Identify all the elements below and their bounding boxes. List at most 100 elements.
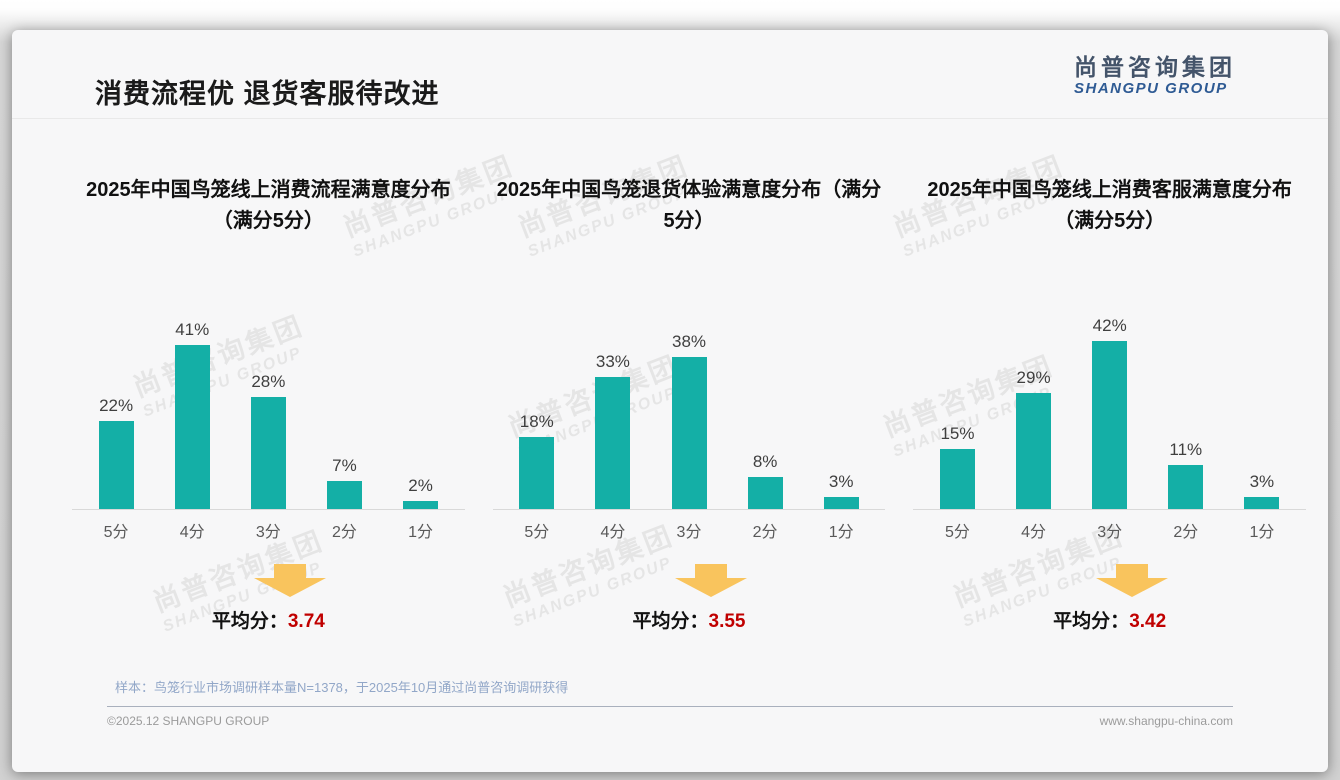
average-row: 平均分：3.42 xyxy=(899,606,1320,633)
bar xyxy=(823,497,859,509)
bar-value-label: 3% xyxy=(1249,472,1275,491)
bar-cell: 11% xyxy=(1154,440,1218,509)
bar-value-label: 18% xyxy=(519,412,554,431)
bar-value-label: 42% xyxy=(1092,316,1127,335)
bar-plot: 22% 41% 28% 7% 2% xyxy=(72,279,465,510)
bar-value-label: 28% xyxy=(251,372,286,391)
bar-cell: 29% xyxy=(1002,368,1066,509)
bar-cell: 7% xyxy=(312,456,376,509)
bar xyxy=(1016,393,1052,509)
bar xyxy=(1092,341,1128,509)
copyright-text: ©2025.12 SHANGPU GROUP xyxy=(107,714,270,728)
category-label: 3分 xyxy=(255,524,281,541)
bar xyxy=(671,357,707,509)
category-label: 2分 xyxy=(1173,524,1199,541)
chart-column-service-satisfaction: 2025年中国鸟笼线上消费客服满意度分布（满分5分） 15% 29% 42% 11% 3… xyxy=(899,175,1320,633)
bar-cell: 38% xyxy=(657,332,721,509)
bar xyxy=(98,421,134,509)
category-label: 1分 xyxy=(408,524,433,541)
chart-title: 2025年中国鸟笼线上消费客服满意度分布（满分5分） xyxy=(927,179,1292,232)
category-label: 4分 xyxy=(1021,524,1047,541)
slide-card: 尚普咨询集团 SHANGPU GROUP 尚普咨询集团 SHANGPU GROUP … xyxy=(12,30,1328,772)
footnote-zone: 样本：鸟笼行业市场调研样本量N=1378，于2025年10月通过尚普咨询调研获得 xyxy=(107,677,1233,707)
bar xyxy=(403,501,439,509)
average-label: 平均分： xyxy=(211,611,288,632)
category-label: 1分 xyxy=(1249,524,1275,541)
bar-cell: 18% xyxy=(505,412,569,509)
bar xyxy=(1168,465,1204,509)
bar xyxy=(174,345,210,509)
bar-value-label: 15% xyxy=(940,424,975,443)
footer-bar: ©2025.12 SHANGPU GROUP www.shangpu-china… xyxy=(107,714,1233,728)
bar-cell: 2% xyxy=(389,476,453,509)
bar-value-label: 8% xyxy=(752,452,778,471)
charts-row: 2025年中国鸟笼线上消费流程满意度分布（满分5分） 22% 41% 28% 7% 2%… xyxy=(12,119,1328,633)
website-url: www.shangpu-china.com xyxy=(1099,714,1233,728)
bar xyxy=(1244,497,1280,509)
bar-cell: 8% xyxy=(733,452,797,509)
average-label: 平均分： xyxy=(632,611,709,632)
category-label: 3分 xyxy=(676,524,702,541)
bar-value-label: 38% xyxy=(671,332,707,351)
bar xyxy=(250,397,286,509)
bar-value-label: 33% xyxy=(595,352,630,371)
logo-chinese-text: 尚普咨询集团 xyxy=(1074,54,1236,80)
category-label: 5分 xyxy=(524,524,550,541)
bar-value-label: 22% xyxy=(99,396,134,415)
bar-cell: 41% xyxy=(160,320,224,509)
bar xyxy=(519,437,555,509)
page-title: 消费流程优 退货客服待改进 xyxy=(95,79,440,109)
category-label: 2分 xyxy=(752,524,778,541)
bar-value-label: 29% xyxy=(1016,368,1051,387)
bar xyxy=(747,477,783,509)
chart-column-process-satisfaction: 2025年中国鸟笼线上消费流程满意度分布（满分5分） 22% 41% 28% 7% 2%… xyxy=(58,175,479,633)
category-row: 5分 4分 3分 2分 1分 xyxy=(493,518,886,542)
bar xyxy=(939,449,975,509)
category-label: 4分 xyxy=(179,524,205,541)
category-label: 5分 xyxy=(945,524,970,541)
bar-value-label: 7% xyxy=(332,456,357,475)
bar-value-label: 41% xyxy=(175,320,210,339)
category-label: 5分 xyxy=(103,524,129,541)
category-label: 2分 xyxy=(331,524,357,541)
bar-cell: 28% xyxy=(236,372,300,509)
arrow-row xyxy=(899,564,1320,597)
company-logo: 尚普咨询集团 SHANGPU GROUP xyxy=(1074,54,1236,98)
average-row: 平均分：3.74 xyxy=(58,606,479,633)
bar-value-label: 3% xyxy=(828,472,854,491)
logo-english-text: SHANGPU GROUP xyxy=(1074,80,1228,98)
bar-value-label: 11% xyxy=(1169,440,1203,459)
category-label: 3分 xyxy=(1097,524,1123,541)
category-row: 5分 4分 3分 2分 1分 xyxy=(913,518,1306,542)
slide-header: 消费流程优 退货客服待改进 尚普咨询集团 SHANGPU GROUP xyxy=(12,30,1328,119)
category-label: 1分 xyxy=(828,524,854,541)
bar xyxy=(326,481,362,509)
bar-plot: 15% 29% 42% 11% 3% xyxy=(913,279,1307,510)
down-arrow-icon xyxy=(1095,564,1168,597)
bar-cell: 3% xyxy=(1230,472,1294,509)
bar-cell: 42% xyxy=(1078,316,1142,509)
sample-footnote: 样本：鸟笼行业市场调研样本量N=1378，于2025年10月通过尚普咨询调研获得 xyxy=(115,680,569,695)
average-label: 平均分： xyxy=(1053,611,1130,632)
arrow-row xyxy=(479,564,900,597)
bar-value-label: 2% xyxy=(408,476,433,495)
category-label: 4分 xyxy=(600,524,626,541)
chart-title: 2025年中国鸟笼线上消费流程满意度分布（满分5分） xyxy=(86,179,451,232)
category-row: 5分 4分 3分 2分 1分 xyxy=(72,518,465,542)
average-value: 3.74 xyxy=(287,611,325,632)
chart-column-return-satisfaction: 2025年中国鸟笼退货体验满意度分布（满分5分） 18% 33% 38% 8% 3% 5… xyxy=(479,175,900,633)
average-row: 平均分：3.55 xyxy=(479,606,900,633)
bar-cell: 3% xyxy=(809,472,873,509)
bar-cell: 15% xyxy=(925,424,989,509)
bar-cell: 22% xyxy=(84,396,148,509)
arrow-row xyxy=(58,564,479,597)
down-arrow-icon xyxy=(675,564,747,597)
bar xyxy=(595,377,631,509)
down-arrow-icon xyxy=(254,564,327,597)
chart-title: 2025年中国鸟笼退货体验满意度分布（满分5分） xyxy=(496,179,882,232)
average-value: 3.42 xyxy=(1129,611,1167,632)
average-value: 3.55 xyxy=(708,611,746,632)
bar-plot: 18% 33% 38% 8% 3% xyxy=(492,279,886,510)
bar-cell: 33% xyxy=(581,352,645,509)
footnote-divider xyxy=(107,706,1233,707)
